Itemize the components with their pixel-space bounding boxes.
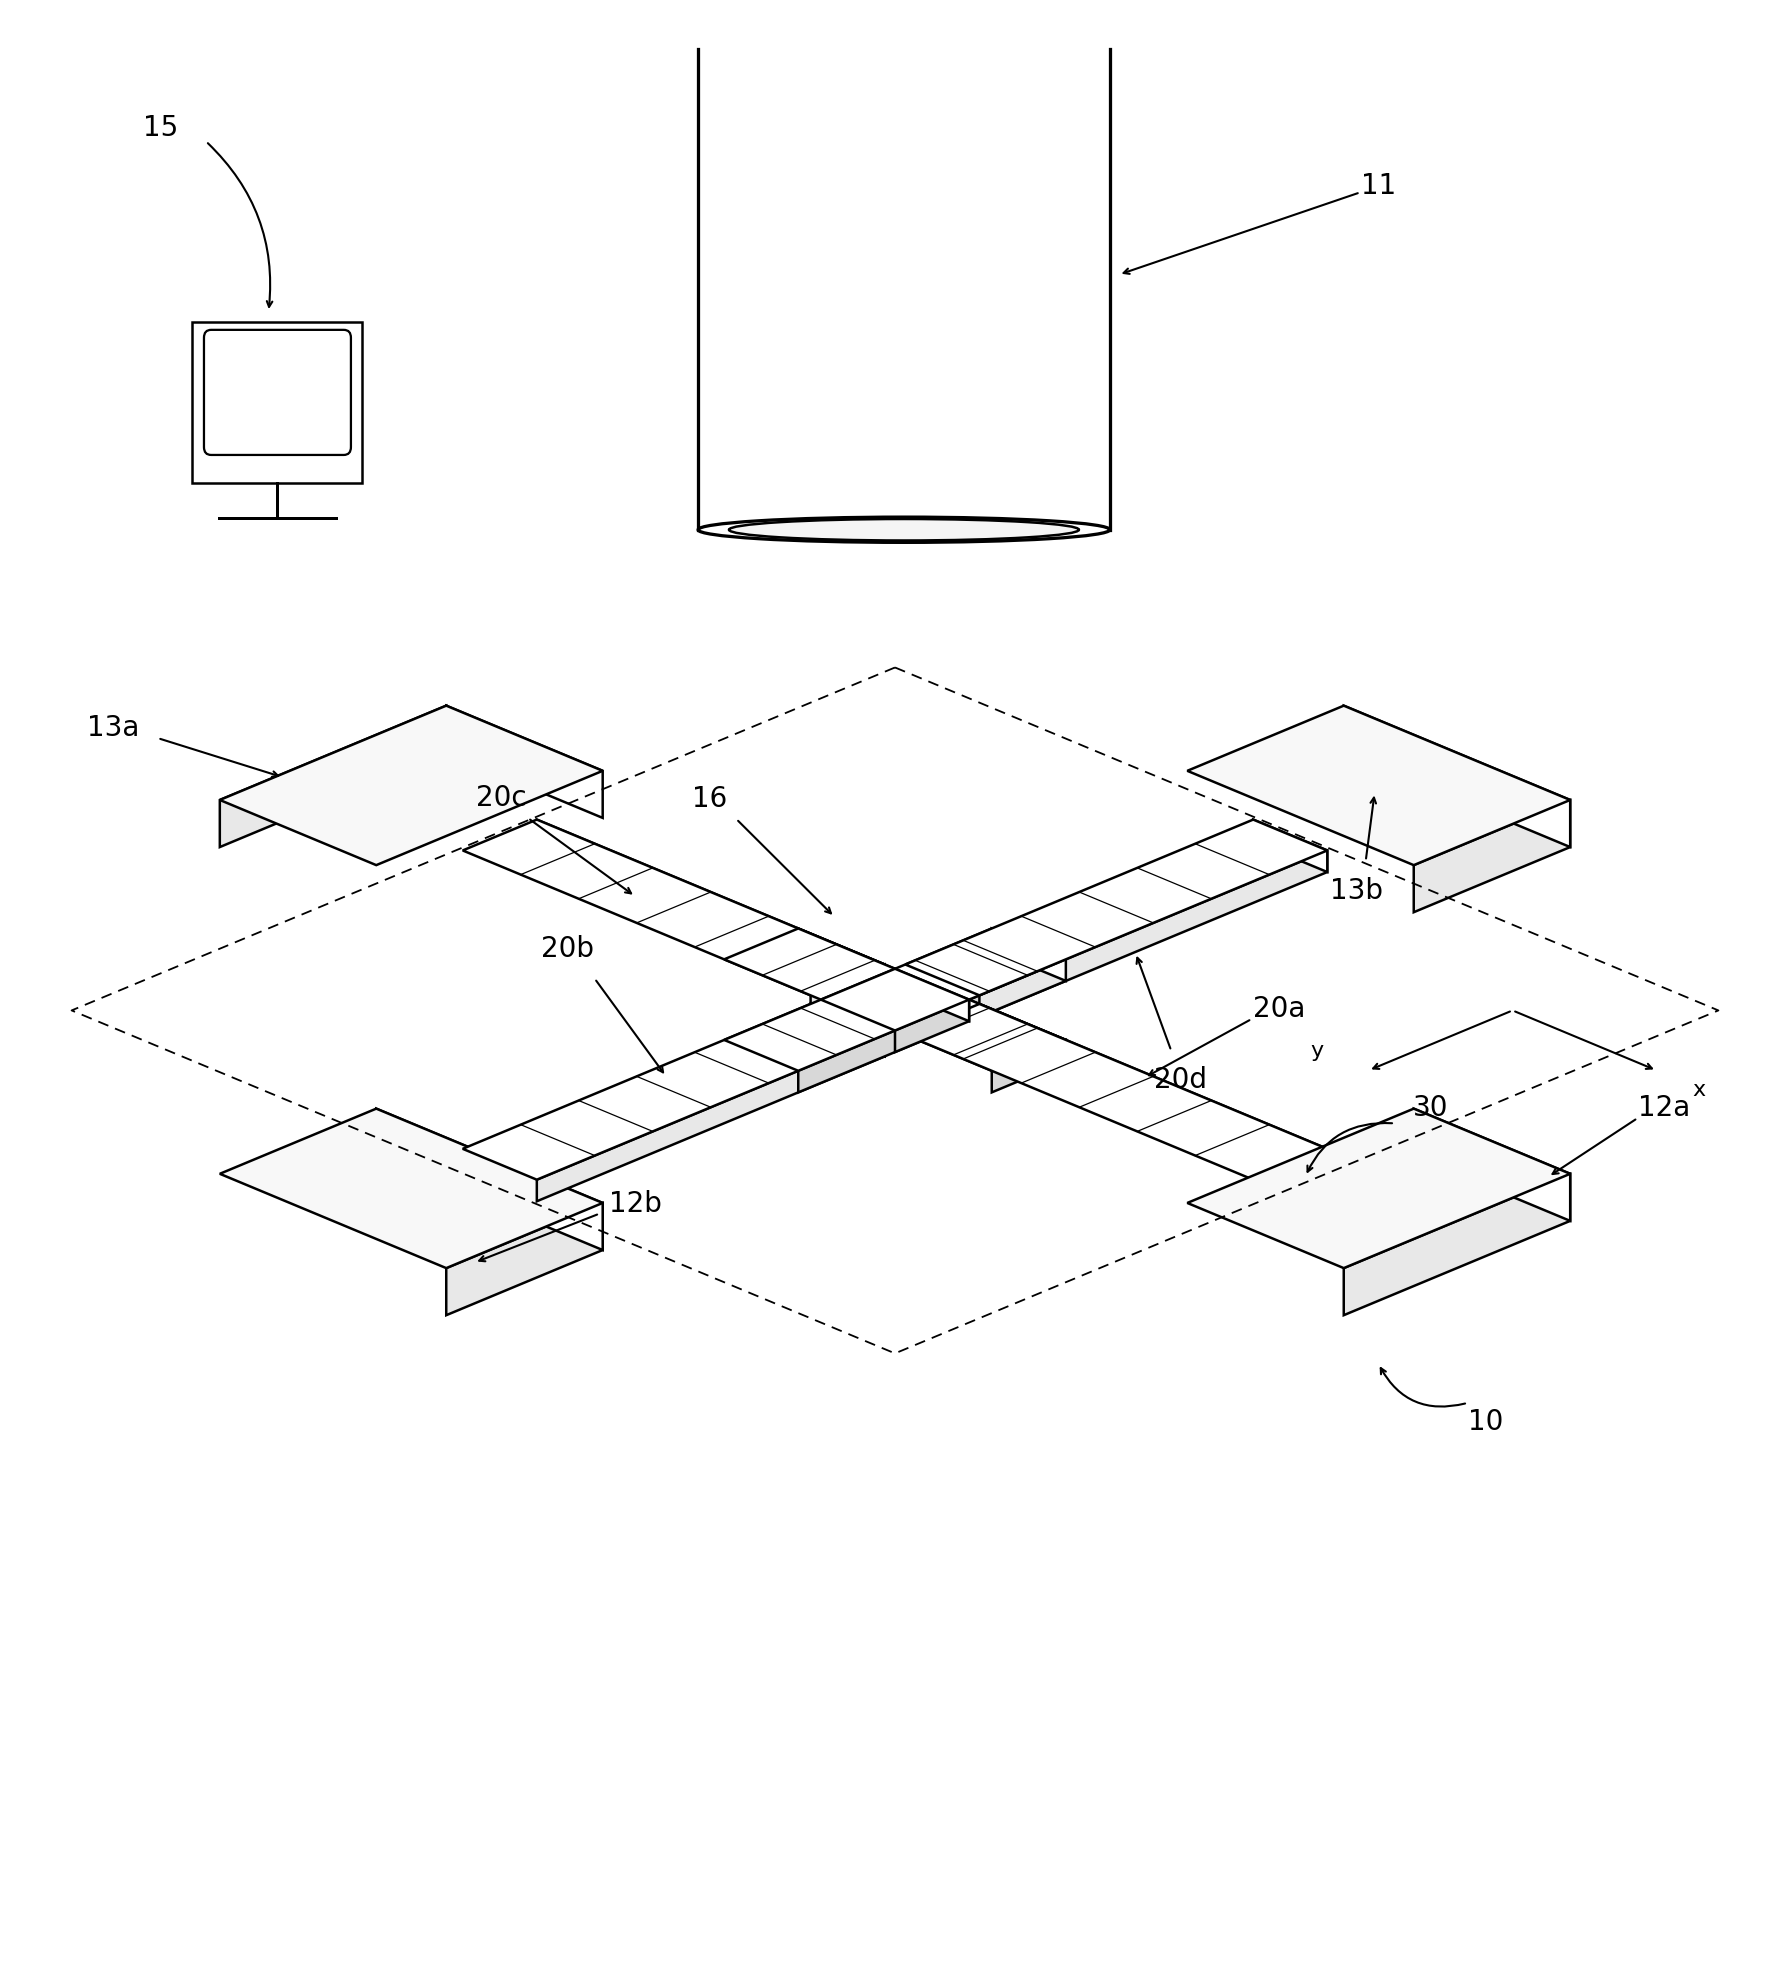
Polygon shape bbox=[1252, 1150, 1327, 1201]
Polygon shape bbox=[905, 820, 1327, 995]
Polygon shape bbox=[220, 706, 603, 865]
Polygon shape bbox=[905, 1005, 1327, 1179]
Polygon shape bbox=[894, 999, 968, 1052]
Text: 13b: 13b bbox=[1329, 877, 1383, 904]
Polygon shape bbox=[821, 969, 968, 1030]
Polygon shape bbox=[991, 1040, 1064, 1093]
Text: 20a: 20a bbox=[1252, 995, 1304, 1022]
Polygon shape bbox=[798, 928, 1064, 1061]
Ellipse shape bbox=[698, 518, 1109, 542]
Polygon shape bbox=[1413, 1109, 1569, 1220]
Text: 12b: 12b bbox=[608, 1189, 662, 1218]
Polygon shape bbox=[537, 820, 884, 987]
Polygon shape bbox=[220, 1109, 603, 1267]
Text: 20b: 20b bbox=[540, 936, 594, 963]
Polygon shape bbox=[1344, 1173, 1569, 1315]
Text: 13a: 13a bbox=[86, 714, 140, 742]
Polygon shape bbox=[979, 850, 1327, 1016]
Text: x: x bbox=[1692, 1079, 1705, 1101]
Text: 30: 30 bbox=[1412, 1093, 1447, 1122]
Polygon shape bbox=[445, 1203, 603, 1315]
Text: 10: 10 bbox=[1467, 1409, 1503, 1436]
Polygon shape bbox=[798, 959, 1064, 1093]
Polygon shape bbox=[894, 969, 968, 1020]
Text: 16: 16 bbox=[691, 785, 726, 812]
Text: 11: 11 bbox=[1360, 173, 1395, 200]
Polygon shape bbox=[462, 1005, 884, 1179]
Polygon shape bbox=[1413, 800, 1569, 912]
Polygon shape bbox=[1252, 820, 1327, 871]
Polygon shape bbox=[810, 1005, 884, 1056]
Polygon shape bbox=[445, 706, 603, 818]
Polygon shape bbox=[1186, 1109, 1569, 1267]
Text: y: y bbox=[1310, 1040, 1322, 1061]
Polygon shape bbox=[193, 322, 361, 483]
Polygon shape bbox=[725, 928, 1064, 1071]
Text: 15: 15 bbox=[143, 114, 179, 141]
Polygon shape bbox=[1186, 706, 1569, 865]
Polygon shape bbox=[1344, 706, 1569, 848]
Polygon shape bbox=[537, 1034, 884, 1201]
Polygon shape bbox=[991, 928, 1064, 981]
Polygon shape bbox=[810, 965, 884, 1016]
FancyBboxPatch shape bbox=[204, 330, 351, 455]
Ellipse shape bbox=[728, 520, 1079, 540]
Text: 12a: 12a bbox=[1637, 1095, 1691, 1122]
Text: 20c: 20c bbox=[476, 785, 526, 812]
Polygon shape bbox=[979, 1005, 1327, 1171]
Text: 20d: 20d bbox=[1154, 1067, 1206, 1095]
Polygon shape bbox=[220, 706, 445, 848]
Polygon shape bbox=[725, 928, 1064, 1071]
Polygon shape bbox=[462, 820, 884, 995]
Polygon shape bbox=[376, 1109, 603, 1250]
